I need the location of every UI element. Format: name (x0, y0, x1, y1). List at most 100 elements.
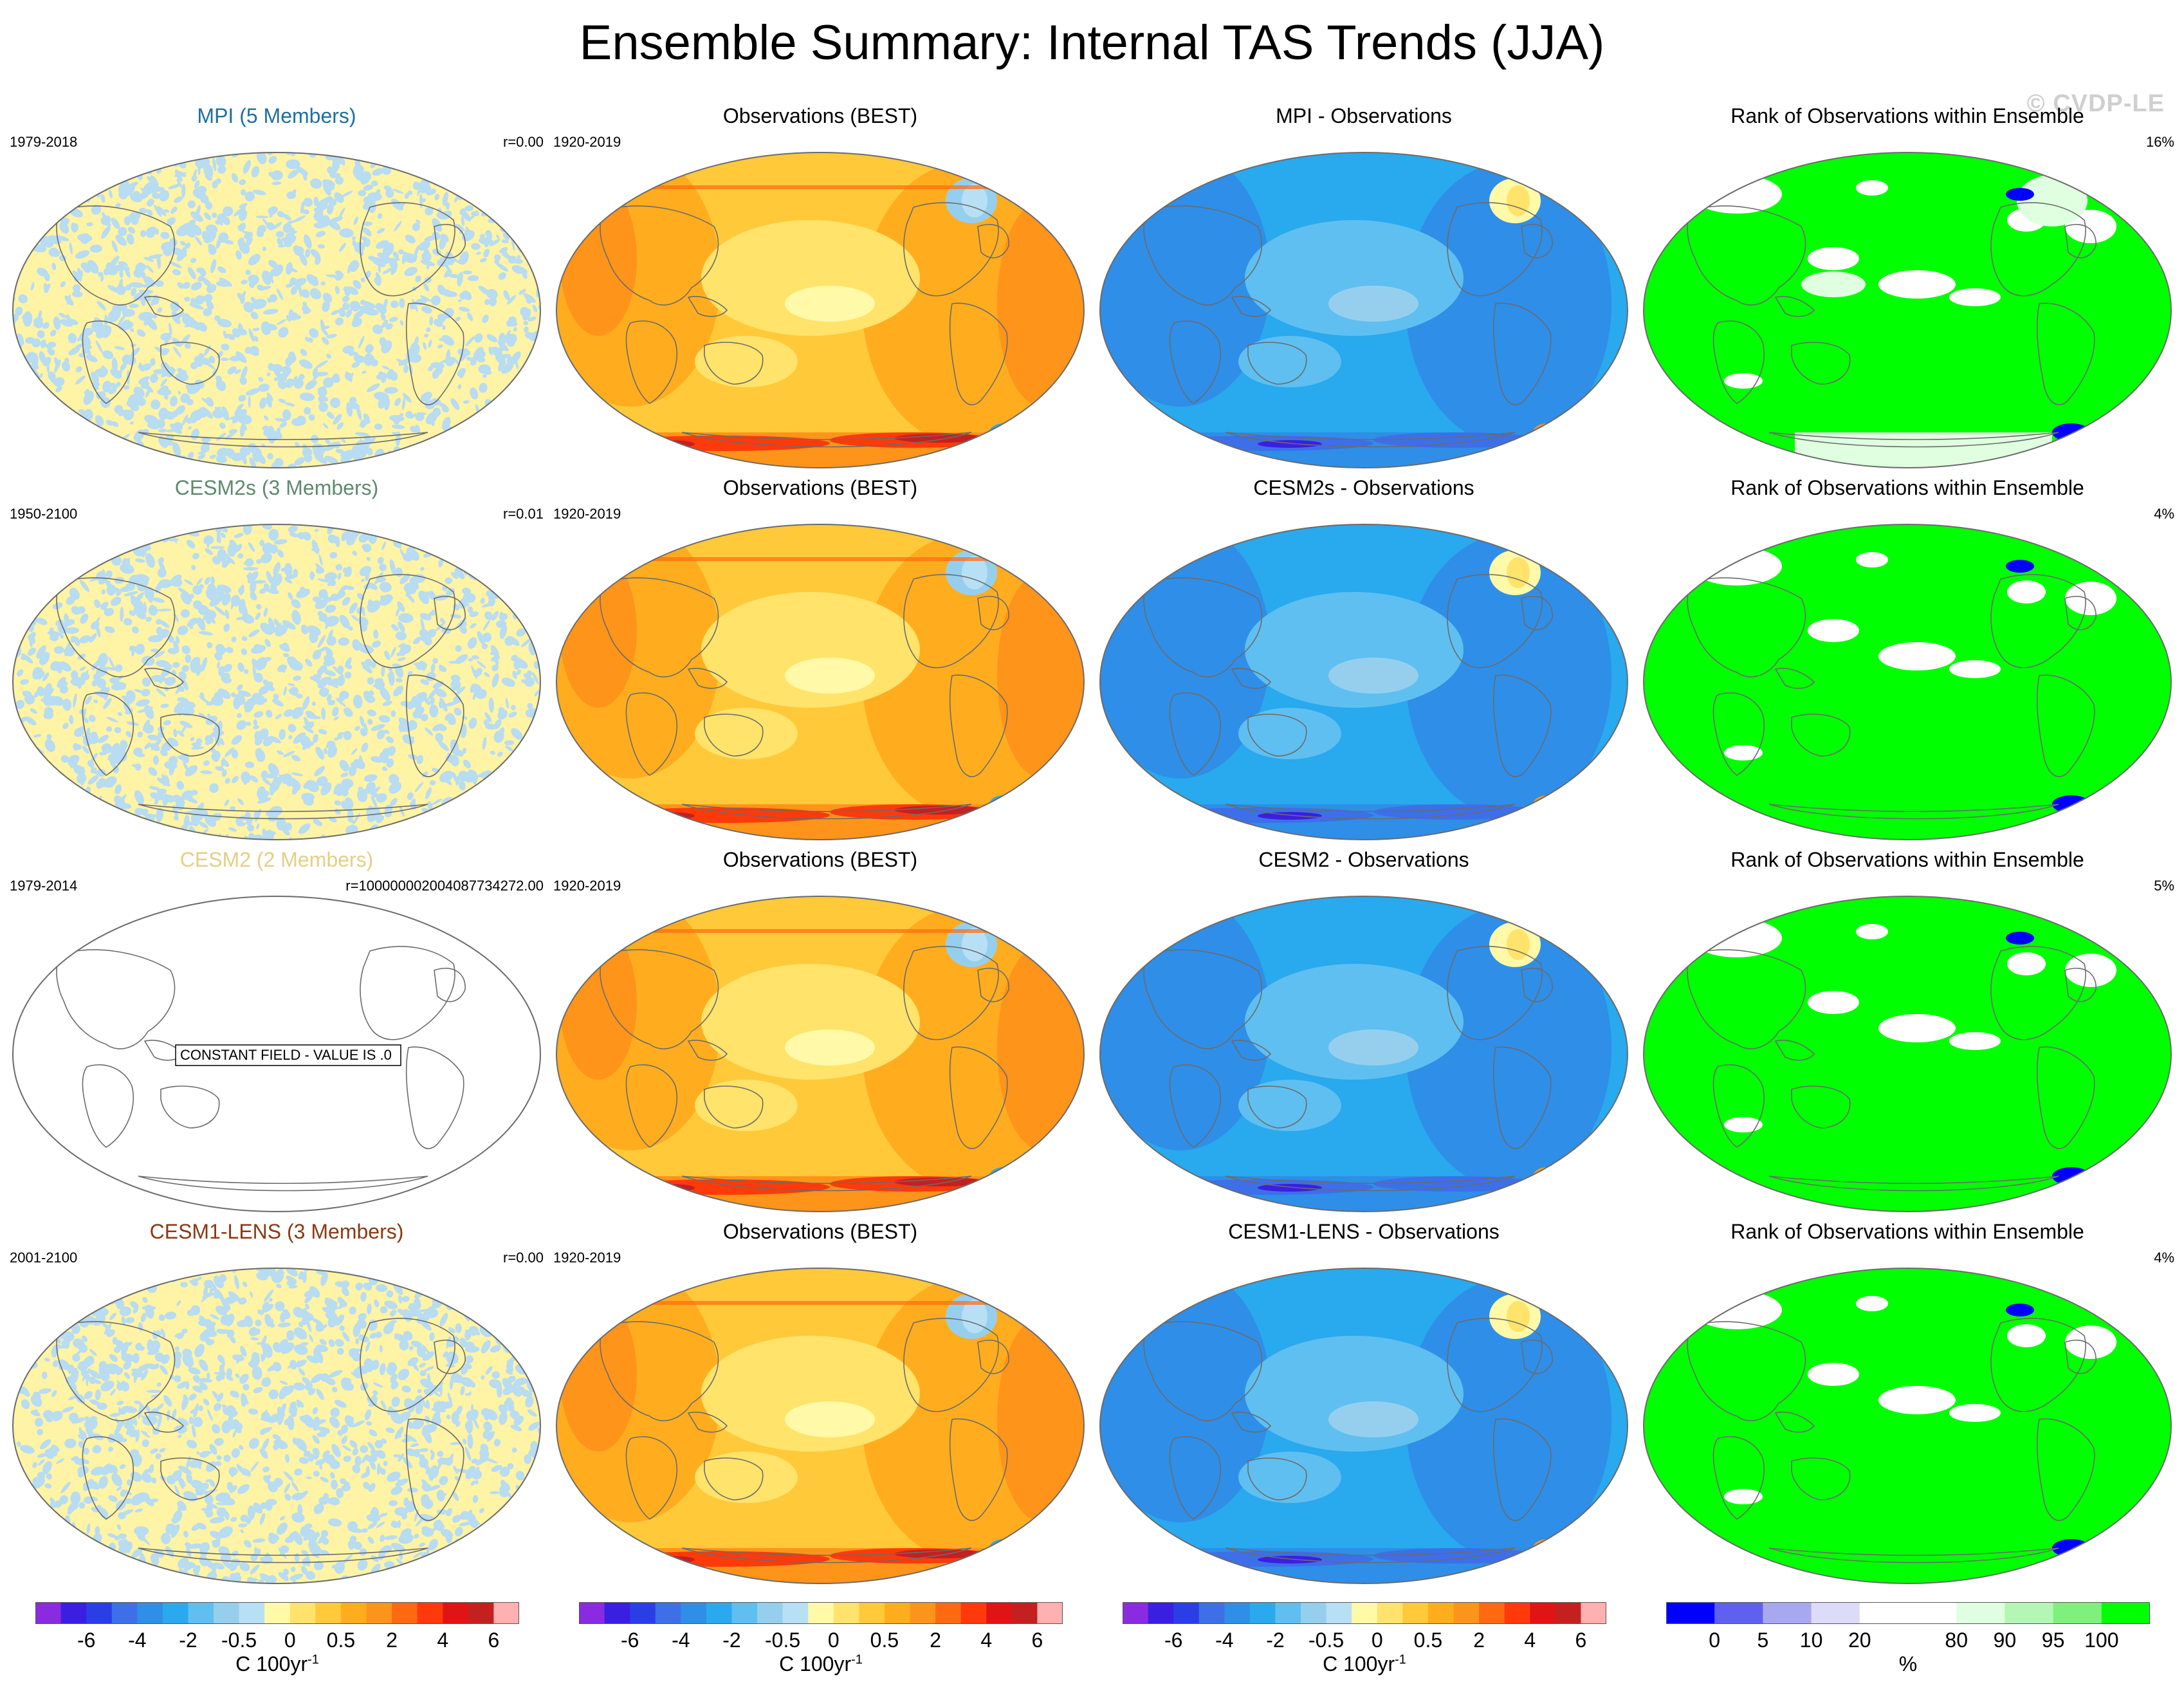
coastline-4 (1990, 202, 2086, 297)
coastline-0 (600, 949, 719, 1049)
map-svg (12, 524, 541, 840)
map-border (1643, 524, 2172, 840)
coastline-2 (1791, 342, 1851, 385)
colorbar-tick: -6 (77, 1629, 95, 1652)
panel-4-1: CESM1-LENS (3 Members) 2001-2100 r=0.00 (10, 1219, 544, 1591)
coastline-6 (2064, 224, 2097, 259)
colorbar-swatch (808, 1602, 834, 1624)
colorbar-unit-label: C 100yr-1 (1123, 1652, 1606, 1676)
colorbar-tick: 0.5 (870, 1629, 899, 1652)
colorbar-swatch (1224, 1602, 1251, 1624)
map-border (12, 152, 541, 468)
coastline-7 (138, 1176, 428, 1192)
coastline-1 (1712, 1436, 1765, 1520)
colorbar-swatch (111, 1602, 138, 1624)
panel-title: Rank of Observations within Ensemble (1730, 104, 2084, 127)
colorbar-swatch (264, 1602, 291, 1624)
colorbar-swatch (1763, 1602, 1812, 1624)
panel-2-3: CESM2s - Observations (1097, 475, 1631, 847)
colorbar-tick: -4 (1215, 1629, 1233, 1652)
coastline-2 (1247, 1457, 1307, 1500)
coastline-2 (160, 1085, 220, 1129)
colorbar-swatch (35, 1602, 62, 1624)
colorbar-tick: -6 (621, 1629, 639, 1652)
unit-exponent: -1 (1395, 1652, 1406, 1667)
coastline-5 (949, 674, 1008, 777)
map-panel: CONSTANT FIELD - VALUE IS .0 (10, 893, 544, 1215)
colorbar-swatch (706, 1602, 732, 1624)
coastline-7 (138, 432, 428, 448)
colorbar-swatch (1908, 1602, 1957, 1624)
coastline-1 (82, 692, 134, 776)
unit-text: C 100yr (1323, 1652, 1395, 1675)
panel-title: Rank of Observations within Ensemble (1730, 848, 2084, 871)
coastline-5 (405, 302, 464, 405)
panel-4-4: Rank of Observations within Ensemble 4% (1640, 1219, 2174, 1591)
coastline-2 (1247, 714, 1307, 757)
colorbar-tick: 0.5 (1414, 1629, 1442, 1652)
map-svg (1643, 896, 2172, 1212)
coastline-5 (405, 1046, 464, 1149)
panel-2-4: Rank of Observations within Ensemble 4% (1640, 475, 2174, 847)
coastline-5 (1492, 1046, 1552, 1149)
coastline-0 (1687, 205, 1806, 306)
coastline-1 (1712, 320, 1765, 404)
coastline-5 (2036, 302, 2095, 405)
colorbar-swatch (162, 1602, 188, 1624)
colorbar-swatch (1148, 1602, 1174, 1624)
coastline-1 (1712, 1064, 1765, 1148)
colorbar-svg: -6 -4 -2 -0.5 0 0.5 2 4 6 (1123, 1602, 1607, 1652)
coastline-6 (434, 596, 466, 631)
panel-2-2: Observations (BEST) 1920-2019 (553, 475, 1087, 847)
colorbar-tick: -4 (672, 1629, 690, 1652)
colorbar-swatch (757, 1602, 784, 1624)
colorbar-tick: -2 (179, 1629, 197, 1652)
colorbar-swatch (1249, 1602, 1276, 1624)
colorbar-tick: 0 (1709, 1629, 1720, 1652)
coastline-7 (681, 804, 972, 820)
colorbar-tick: 10 (1800, 1629, 1823, 1652)
coastline-2 (704, 1457, 764, 1500)
coastline-3 (1774, 1411, 1815, 1433)
colorbar-tick: 0 (828, 1629, 840, 1652)
panel-title: Observations (BEST) (722, 848, 918, 871)
colorbar-tick: 95 (2042, 1629, 2065, 1652)
coastline-6 (1521, 224, 1553, 259)
coastline-5 (405, 1418, 464, 1521)
period-label: 1950-2100 (10, 506, 78, 522)
stat-label: r=0.00 (503, 1250, 544, 1266)
coastline-7 (1768, 432, 2059, 448)
coastline-5 (1492, 1418, 1552, 1521)
colorbar-tick: 6 (488, 1629, 500, 1652)
colorbar-swatch (417, 1602, 443, 1624)
colorbar-swatch (60, 1602, 87, 1624)
map-svg: CONSTANT FIELD - VALUE IS .0 (12, 896, 541, 1212)
coastline-6 (434, 1340, 466, 1374)
colorbar-svg: -6 -4 -2 -0.5 0 0.5 2 4 6 (579, 1602, 1063, 1652)
map-svg (556, 152, 1085, 468)
coastline-0 (1687, 949, 1806, 1049)
coastline-4 (903, 202, 999, 297)
coastline-4 (1990, 946, 2086, 1040)
unit-text: % (1898, 1652, 1918, 1675)
colorbar-swatch (655, 1602, 681, 1624)
panel-title: Observations (BEST) (722, 1220, 918, 1243)
colorbar-swatch (884, 1602, 911, 1624)
coastline-5 (949, 302, 1008, 405)
unit-text: C 100yr (779, 1652, 852, 1675)
period-label: 1920-2019 (553, 506, 621, 522)
panel-title: CESM1-LENS (3 Members) (149, 1220, 404, 1243)
coastline-2 (704, 714, 764, 757)
colorbar-swatch (2053, 1602, 2102, 1624)
colorbar-tick: -6 (1164, 1629, 1182, 1652)
map-border (12, 1268, 541, 1584)
map-panel (10, 1265, 544, 1587)
panel-2-1: CESM2s (3 Members) 1950-2100 r=0.01 (10, 475, 544, 847)
coastline-6 (977, 968, 1009, 1002)
coastline-6 (1521, 968, 1553, 1002)
colorbar-tick: -0.5 (1308, 1629, 1344, 1652)
coastline-0 (600, 1321, 719, 1421)
map-svg (1099, 1268, 1628, 1584)
colorbar-tick: 2 (1473, 1629, 1485, 1652)
colorbar-swatch (1479, 1602, 1505, 1624)
